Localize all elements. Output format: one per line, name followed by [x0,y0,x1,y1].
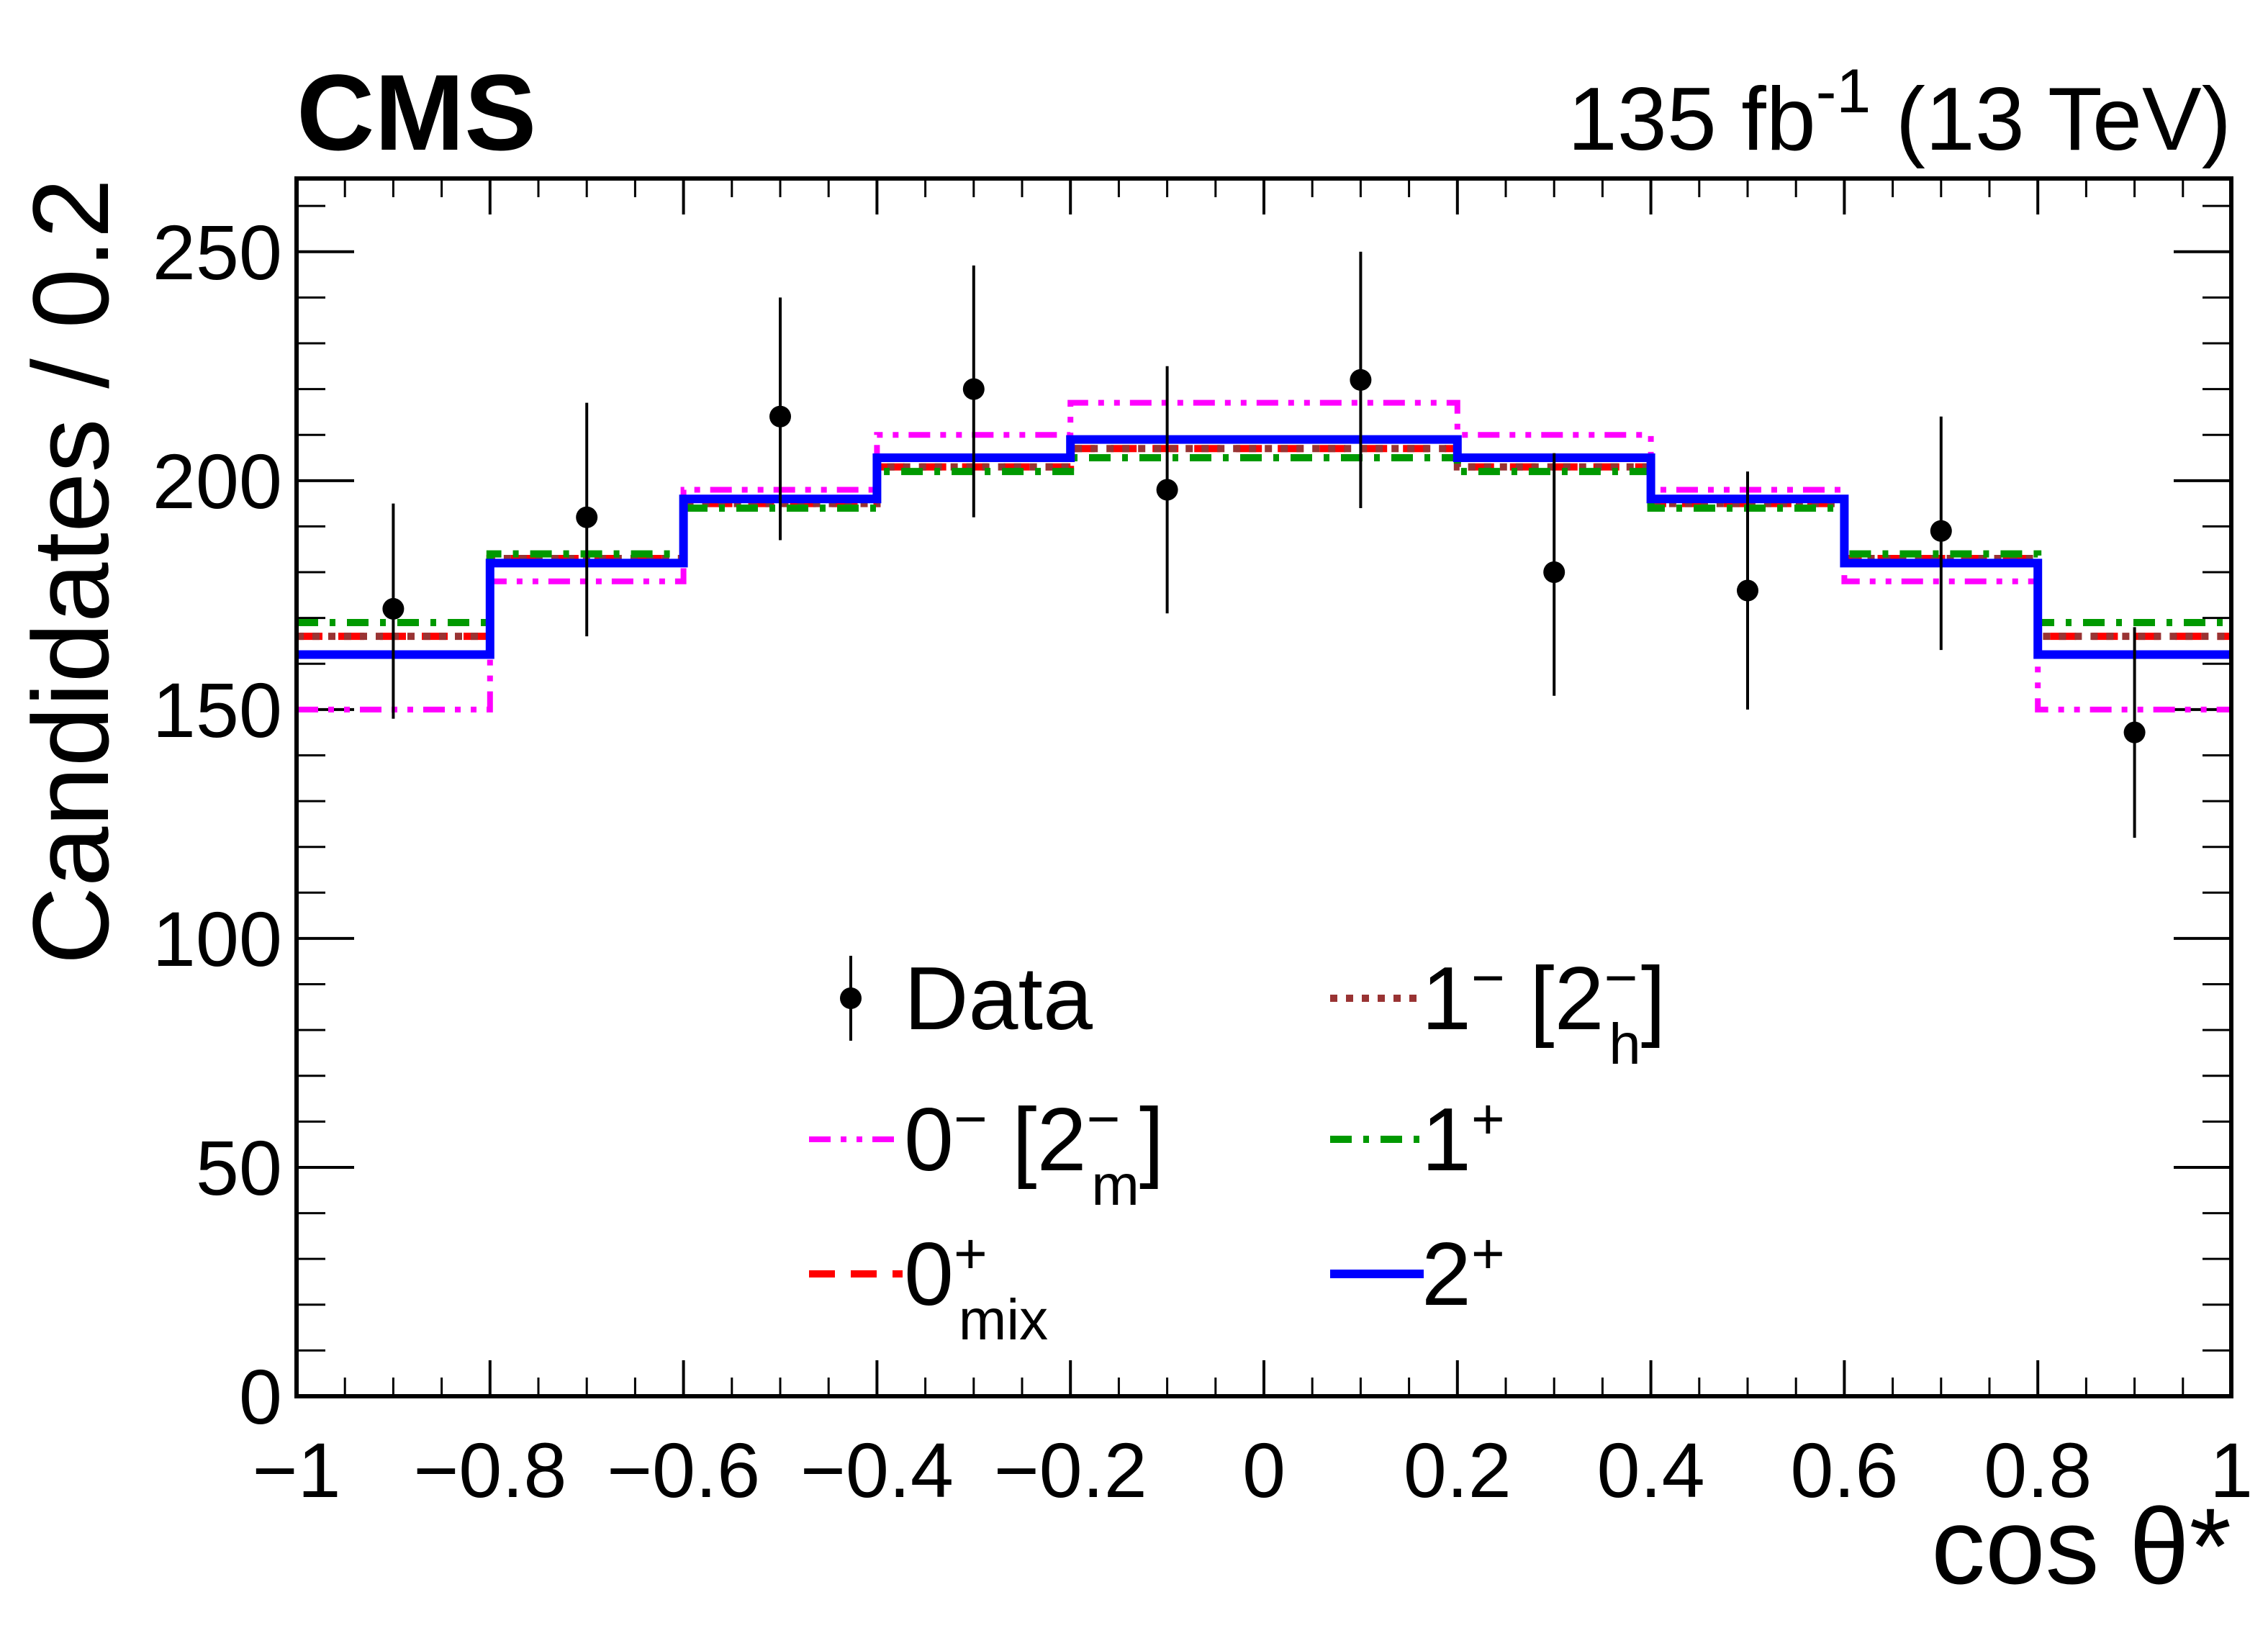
legend-data-marker [840,987,862,1009]
x-tick-label: −1 [252,1426,340,1514]
series-line [297,435,2231,659]
x-tick-label: −0.6 [607,1426,760,1514]
series-line [297,399,2231,713]
data-point [2123,721,2146,743]
data-point [576,506,598,528]
y-tick-label: 150 [153,666,282,754]
legend-label-1-plus: 1+ [1422,1087,1505,1190]
y-tick-label: 0 [239,1353,282,1440]
x-tick-label: 0 [1242,1426,1286,1514]
data-point [962,378,985,400]
legend-label-data: Data [904,949,1093,1049]
data-point [1737,579,1758,602]
legend-label-0-minus: 0− [2− m] [904,1087,1164,1217]
x-tick-label: 0.8 [1984,1426,2092,1514]
plot-frame [294,176,2233,1398]
x-tick-label: 0.6 [1790,1426,1898,1514]
data-point [769,405,791,428]
x-tick-label: 0.2 [1404,1426,1512,1514]
legend-label-0-plus-mix: 0+ mix [904,1221,1048,1352]
luminosity-label: 135 fb-1 (13 TeV) [1568,57,2231,169]
legend-label-2-plus: 2+ [1422,1221,1505,1324]
y-axis-title: Candidates / 0.2 [10,178,131,964]
legend-label-1-minus: 1− [2− h] [1422,946,1666,1076]
y-tick-label: 50 [196,1124,282,1211]
x-tick-label: 1 [2210,1426,2253,1514]
x-axis-title: cos θ* [1931,1485,2231,1606]
data-point [382,597,405,620]
data-point [1930,520,1952,542]
y-tick-label: 200 [153,438,282,525]
y-tick-label: 100 [153,895,282,982]
experiment-label: CMS [297,52,536,173]
x-tick-label: −0.4 [800,1426,954,1514]
x-tick-label: −0.2 [994,1426,1147,1514]
data-point [1156,479,1178,501]
x-tick-label: 0.4 [1597,1426,1705,1514]
data-point [1350,368,1372,391]
data-point [1543,561,1566,584]
y-tick-label: 250 [153,209,282,296]
x-tick-label: −0.8 [413,1426,566,1514]
